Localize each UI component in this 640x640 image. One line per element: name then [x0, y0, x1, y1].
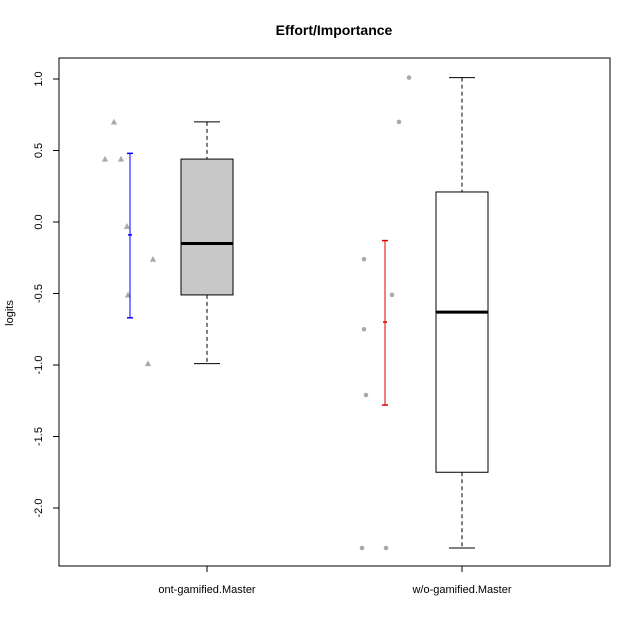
- data-point: [110, 118, 118, 125]
- data-point: [101, 155, 109, 162]
- y-tick-label: -0.5: [33, 284, 45, 303]
- box-iqr: [180, 158, 234, 296]
- y-tick-label: 0.5: [33, 143, 45, 158]
- boxplot-group: [435, 77, 489, 549]
- y-tick-label: 0.0: [33, 214, 45, 229]
- data-point: [359, 545, 365, 551]
- data-point: [389, 292, 395, 298]
- y-tick-label: -1.5: [33, 427, 45, 446]
- error-bar: [127, 152, 133, 319]
- x-tick-label: ont-gamified.Master: [158, 584, 256, 596]
- data-point: [144, 360, 152, 367]
- box-iqr: [435, 191, 489, 473]
- data-point: [363, 392, 369, 398]
- data-point: [123, 223, 131, 229]
- data-point: [383, 545, 389, 551]
- plot-area: 1.0 0.5 0.0 -0.5 -1.0 -1.5 -2.0 ont-gamified.Ma…: [33, 57, 611, 596]
- data-point: [361, 256, 367, 262]
- data-point: [117, 155, 125, 162]
- y-tick-label: -1.0: [33, 356, 45, 375]
- data-point: [361, 326, 367, 332]
- error-bar: [382, 239, 388, 406]
- data-point: [406, 75, 412, 80]
- chart-title: Effort/Importance: [276, 22, 393, 38]
- data-point: [396, 119, 402, 125]
- data-point: [149, 255, 157, 262]
- plot-frame: [58, 57, 611, 567]
- boxplot-group: [180, 121, 234, 365]
- y-axis-label: logits: [4, 300, 16, 326]
- y-tick-label: -2.0: [33, 499, 45, 518]
- y-tick-label: 1.0: [33, 71, 45, 86]
- x-tick-label: w/o-gamified.Master: [411, 584, 511, 596]
